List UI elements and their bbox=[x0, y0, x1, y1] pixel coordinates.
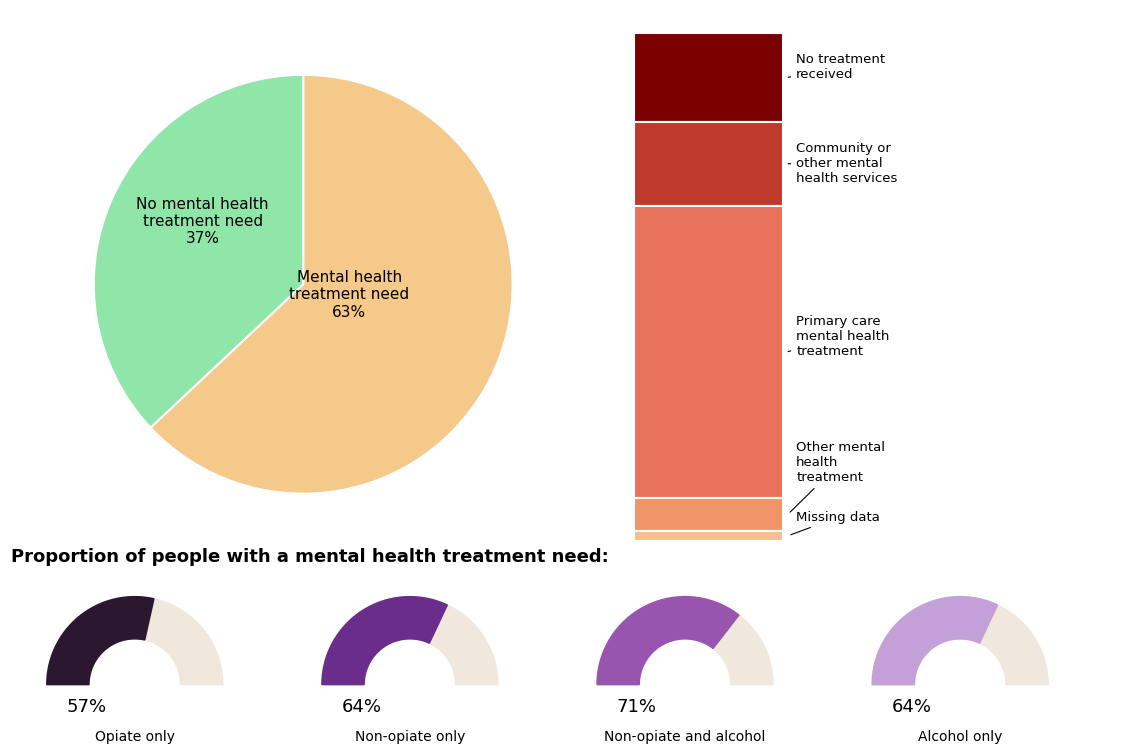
Bar bbox=[634, 530, 783, 541]
Polygon shape bbox=[322, 597, 447, 684]
Text: Primary care
mental health
treatment: Primary care mental health treatment bbox=[788, 315, 889, 358]
Text: Missing data: Missing data bbox=[791, 511, 880, 535]
Text: Proportion of people with a mental health treatment need:: Proportion of people with a mental healt… bbox=[11, 548, 609, 566]
Text: Other mental
health
treatment: Other mental health treatment bbox=[791, 441, 885, 512]
Text: No treatment
received: No treatment received bbox=[788, 53, 885, 81]
Text: Non-opiate and alcohol: Non-opiate and alcohol bbox=[604, 730, 766, 744]
Text: 71%: 71% bbox=[617, 698, 657, 716]
Bar bbox=[634, 122, 783, 206]
Polygon shape bbox=[873, 597, 1048, 684]
Text: 57%: 57% bbox=[66, 698, 107, 716]
Text: Mental health
treatment need
63%: Mental health treatment need 63% bbox=[290, 270, 410, 319]
Text: 64%: 64% bbox=[892, 698, 932, 716]
Polygon shape bbox=[47, 597, 222, 684]
Polygon shape bbox=[597, 597, 773, 684]
Text: 64%: 64% bbox=[341, 698, 382, 716]
Wedge shape bbox=[150, 75, 513, 494]
Bar bbox=[634, 206, 783, 497]
Polygon shape bbox=[322, 597, 497, 684]
Text: No mental health
treatment need
37%: No mental health treatment need 37% bbox=[136, 197, 268, 246]
Wedge shape bbox=[94, 75, 303, 428]
Text: Alcohol only: Alcohol only bbox=[917, 730, 1003, 744]
Polygon shape bbox=[873, 597, 997, 684]
Bar bbox=[634, 497, 783, 530]
Polygon shape bbox=[597, 597, 739, 684]
Bar bbox=[634, 33, 783, 122]
Text: Non-opiate only: Non-opiate only bbox=[355, 730, 465, 744]
Polygon shape bbox=[47, 597, 154, 684]
Text: Community or
other mental
health services: Community or other mental health service… bbox=[788, 142, 897, 186]
Text: Opiate only: Opiate only bbox=[94, 730, 175, 744]
